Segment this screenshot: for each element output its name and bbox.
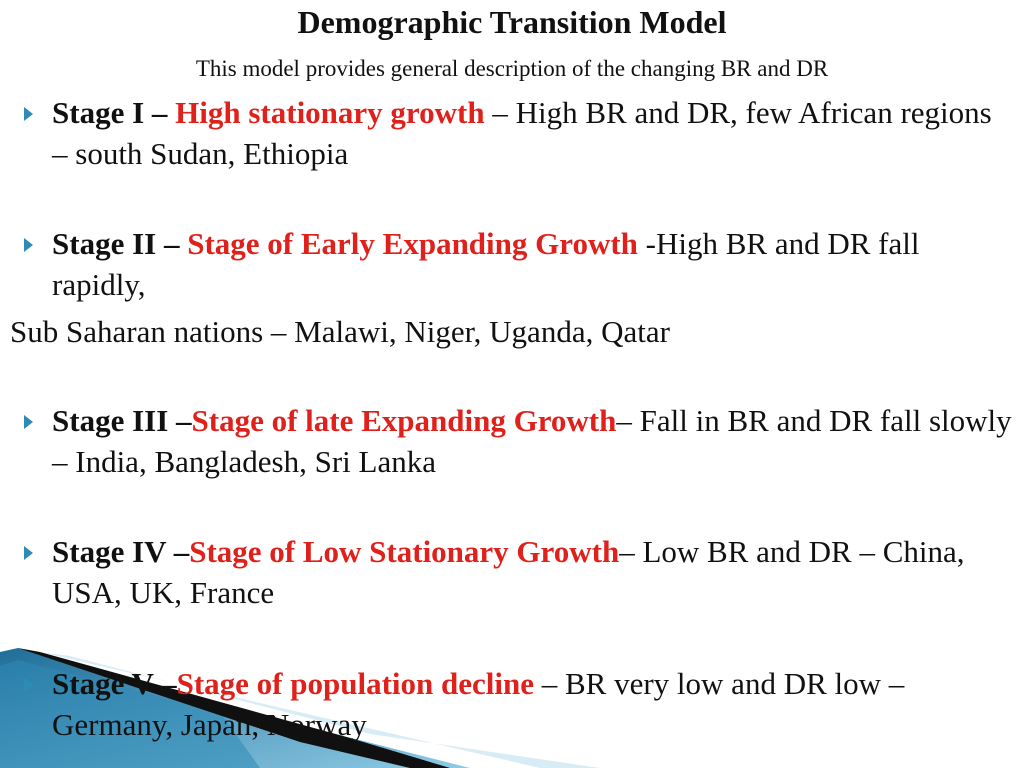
slide-title: Demographic Transition Model [297,4,727,40]
bullet-arrow-icon [24,546,33,560]
stage-4-bullet: Stage IV –Stage of Low Stationary Growth… [52,531,1012,613]
stage-3-name: Stage of late Expanding Growth [191,403,617,438]
stage-4-label: Stage IV – [52,534,190,569]
stage-3-label: Stage III – [52,403,192,438]
stage-5-name: Stage of population decline [176,666,534,701]
stage-5-label: Stage V – [52,666,177,701]
bullet-arrow-icon [24,678,33,692]
stage-2-description: -High BR and DR fall rapidly, [52,226,920,302]
slide-subtitle: This model provides general description … [195,56,829,81]
stage-1-label: Stage I – [52,95,176,130]
stage-4-description: – Low BR and DR – China, USA, UK, France [52,534,965,610]
stage-3-description: – Fall in BR and DR fall slowly – India,… [52,403,1012,479]
bullet-arrow-icon [24,238,33,252]
stage-4-name: Stage of Low Stationary Growth [189,534,620,569]
stage-2-bullet: Stage II – Stage of Early Expanding Grow… [52,223,1012,305]
stage-1-description: – High BR and DR, few African regions – … [52,95,992,171]
stage-2-name: Stage of Early Expanding Growth [187,226,638,261]
stage-5-description: – BR very low and DR low – Germany, Japa… [52,666,905,742]
stage-2-continuation: Sub Saharan nations – Malawi, Niger, Uga… [10,314,670,349]
stage-1-bullet: Stage I – High stationary growth – High … [52,92,1012,174]
bullet-arrow-icon [24,415,33,429]
stage-2-label: Stage II – [52,226,188,261]
stage-3-bullet: Stage III –Stage of late Expanding Growt… [52,400,1012,482]
stage-5-bullet: Stage V –Stage of population decline – B… [52,663,1012,745]
stage-1-name: High stationary growth [175,95,485,130]
bullet-arrow-icon [24,107,33,121]
